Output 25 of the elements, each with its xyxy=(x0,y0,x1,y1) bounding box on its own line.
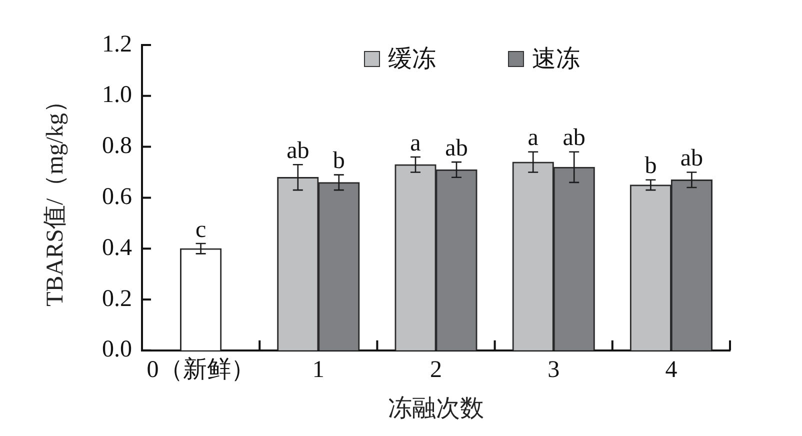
data-label: ab xyxy=(286,138,310,164)
data-label: c xyxy=(195,216,206,243)
y-tick-label: 0.0 xyxy=(102,336,132,363)
data-label: ab xyxy=(562,125,586,152)
data-label: ab xyxy=(680,146,704,172)
x-tick-label: 0（新鲜） xyxy=(146,356,255,384)
data-label: ab xyxy=(445,135,468,162)
y-axis-title: TBARS值/（mg/kg） xyxy=(42,89,69,306)
x-axis-title: 冻融次数 xyxy=(388,394,484,422)
y-tick-label: 1.0 xyxy=(102,82,132,108)
x-tick-label: 2 xyxy=(430,357,442,384)
x-tick-label: 1 xyxy=(312,357,324,384)
legend-label: 速冻 xyxy=(532,45,580,72)
data-label: b xyxy=(332,148,345,174)
x-tick-label: 4 xyxy=(665,357,678,384)
legend-label: 缓冻 xyxy=(388,45,436,72)
y-tick-label: 0.2 xyxy=(102,286,132,312)
data-label: a xyxy=(528,125,539,152)
x-tick-label: 3 xyxy=(548,357,560,384)
data-label: b xyxy=(644,153,657,180)
y-tick-label: 0.6 xyxy=(102,184,132,210)
y-tick-label: 0.8 xyxy=(102,133,132,160)
data-label: a xyxy=(410,130,422,156)
y-tick-label: 0.4 xyxy=(102,234,132,261)
y-tick-label: 1.2 xyxy=(102,31,132,58)
